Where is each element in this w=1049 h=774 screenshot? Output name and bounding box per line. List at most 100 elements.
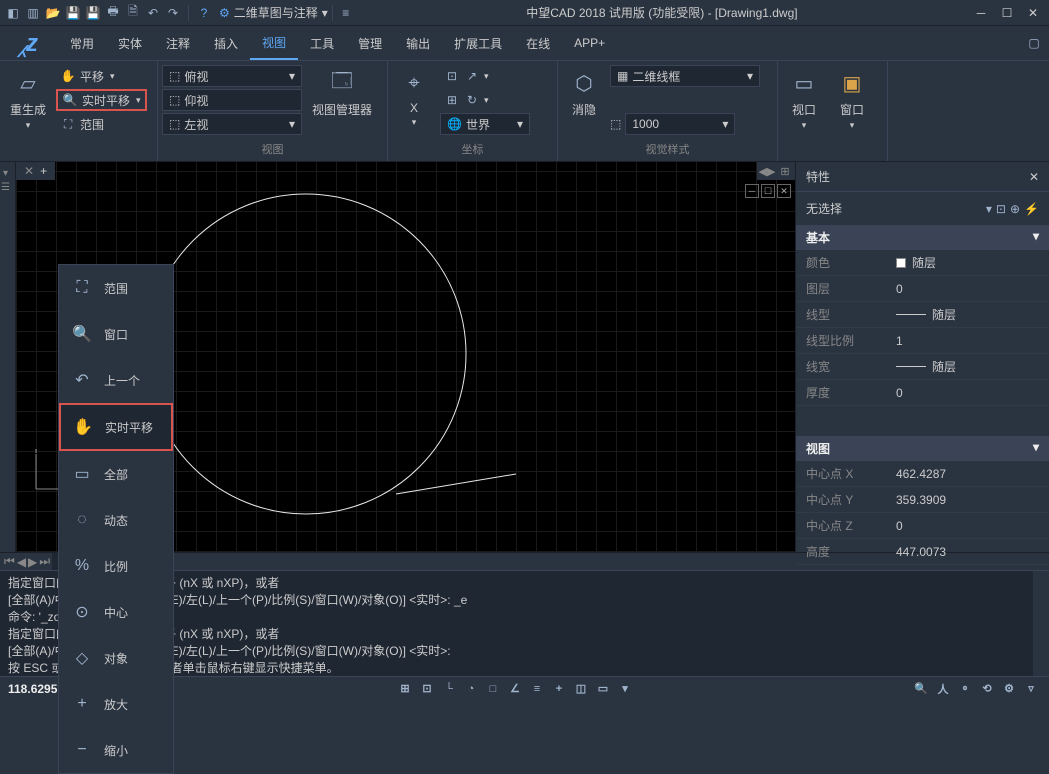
annovis-icon[interactable]: ⚬: [955, 680, 975, 698]
prop-section-view[interactable]: 视图▾: [796, 436, 1049, 461]
save-icon[interactable]: 💾: [64, 4, 82, 22]
app-menu-icon[interactable]: ◧: [4, 4, 22, 22]
redo-icon[interactable]: ↷: [164, 4, 182, 22]
named-view-left[interactable]: ⬚左视▾: [162, 113, 302, 135]
zoom-menu-item-5[interactable]: ◌动态: [59, 497, 173, 543]
tab-prev-icon[interactable]: ◀: [17, 555, 26, 569]
pickadd-icon[interactable]: ⊕: [1010, 202, 1020, 216]
zoom-extents-button[interactable]: ⛶范围: [56, 113, 147, 135]
tab-first-icon[interactable]: ⏮: [4, 554, 15, 569]
ortho-toggle[interactable]: └: [439, 680, 459, 698]
ucs-tool1[interactable]: ⊡↗▾: [440, 65, 530, 87]
open-icon[interactable]: 📂: [44, 4, 62, 22]
thickness-field[interactable]: 1000▾: [625, 113, 735, 135]
tab-last-icon[interactable]: ⏭: [39, 554, 50, 569]
gear-icon[interactable]: ⚙: [999, 680, 1019, 698]
lweight-toggle[interactable]: ≡: [527, 680, 547, 698]
named-view-top[interactable]: ⬚俯视▾: [162, 65, 302, 87]
window-button[interactable]: ▣ 窗口 ▾: [830, 65, 874, 133]
viewport-button[interactable]: ▭ 视口 ▾: [782, 65, 826, 133]
ribbon-tab-9[interactable]: 在线: [514, 26, 562, 60]
ribbon-tab-6[interactable]: 管理: [346, 26, 394, 60]
canvas-tab[interactable]: ✕ +: [16, 162, 55, 180]
tab-close-icon[interactable]: ✕: [24, 164, 34, 178]
prop-section-basic[interactable]: 基本▾: [796, 225, 1049, 250]
app-logo[interactable]: ⁁z: [0, 29, 58, 58]
sync-icon[interactable]: ⟲: [977, 680, 997, 698]
regenerate-button[interactable]: ▱ 重生成 ▾: [4, 65, 52, 133]
prop-row[interactable]: 中心点 Y359.3909: [796, 487, 1049, 513]
tab-next-icon[interactable]: ▶: [28, 555, 37, 569]
zoom-menu-item-8[interactable]: ◇对象: [59, 635, 173, 681]
view-manager-button[interactable]: 🗔 视图管理器: [306, 65, 378, 120]
polar-toggle[interactable]: ◔: [461, 680, 481, 698]
named-view-back[interactable]: ⬚仰视: [162, 89, 302, 111]
hide-button[interactable]: ⬡ 消隐: [562, 65, 606, 120]
tab-add-icon[interactable]: +: [40, 164, 47, 178]
zoom-menu-item-7[interactable]: ⊙中心: [59, 589, 173, 635]
ribbon-tab-5[interactable]: 工具: [298, 26, 346, 60]
saveas-icon[interactable]: 💾: [84, 4, 102, 22]
zoom-menu-item-1[interactable]: 🔍窗口: [59, 311, 173, 357]
ribbon-tab-10[interactable]: APP+: [562, 26, 617, 60]
new-icon[interactable]: ▥: [24, 4, 42, 22]
otrack-toggle[interactable]: ∠: [505, 680, 525, 698]
prop-row[interactable]: 图层0: [796, 276, 1049, 302]
canvas-layout-icon[interactable]: ⊞: [777, 164, 793, 178]
magnifier-icon[interactable]: 🔍: [911, 680, 931, 698]
ribbon-tab-1[interactable]: 实体: [106, 26, 154, 60]
dyn-toggle[interactable]: +: [549, 680, 569, 698]
ribbon-collapse-icon[interactable]: ▢: [1025, 34, 1043, 52]
prop-row[interactable]: 线型比例1: [796, 328, 1049, 354]
prop-row[interactable]: 线型随层: [796, 302, 1049, 328]
ribbon-tab-0[interactable]: 常用: [58, 26, 106, 60]
zoom-menu-item-2[interactable]: ↶上一个: [59, 357, 173, 403]
help-icon[interactable]: ?: [195, 4, 213, 22]
ucs-button[interactable]: ⌖ X ▾: [392, 65, 436, 130]
print-icon[interactable]: 🖶: [104, 4, 122, 22]
ribbon-tab-4[interactable]: 视图: [250, 26, 298, 60]
prop-row[interactable]: 高度447.0073: [796, 539, 1049, 565]
zoom-menu-item-3[interactable]: ✋实时平移: [59, 403, 173, 451]
annoscale-icon[interactable]: 人: [933, 680, 953, 698]
zoom-menu-item-6[interactable]: %比例: [59, 543, 173, 589]
visual-style-dropdown[interactable]: ▦二维线框▾: [610, 65, 760, 87]
ribbon-tab-7[interactable]: 输出: [394, 26, 442, 60]
zoom-menu-item-9[interactable]: +放大: [59, 681, 173, 727]
properties-close-icon[interactable]: ✕: [1029, 170, 1039, 184]
canvas-nav-icon[interactable]: ◀▶: [759, 164, 775, 178]
dwg-close-icon[interactable]: ✕: [777, 184, 791, 198]
pan-button[interactable]: ✋平移▾: [56, 65, 147, 87]
quickselect-icon[interactable]: ⊡: [996, 202, 1006, 216]
snap-toggle[interactable]: ⊡: [417, 680, 437, 698]
flash-icon[interactable]: ⚡: [1024, 202, 1039, 216]
tray-icon[interactable]: ▿: [1021, 680, 1041, 698]
status-more-icon[interactable]: ▾: [615, 680, 635, 698]
maximize-icon[interactable]: ☐: [995, 4, 1019, 22]
expand-icon[interactable]: ≡: [337, 4, 355, 22]
prop-row[interactable]: 厚度0: [796, 380, 1049, 406]
undo-icon[interactable]: ↶: [144, 4, 162, 22]
ucs-tool2[interactable]: ⊞↻▾: [440, 89, 530, 111]
ribbon-tab-8[interactable]: 扩展工具: [442, 26, 514, 60]
prop-row[interactable]: 颜色随层: [796, 250, 1049, 276]
ucs-world-dropdown[interactable]: 🌐世界▾: [440, 113, 530, 135]
ribbon-tab-3[interactable]: 插入: [202, 26, 250, 60]
prop-row[interactable]: 中心点 Z0: [796, 513, 1049, 539]
realtime-pan-button[interactable]: 🔍实时平移▾: [56, 89, 147, 111]
ribbon-tab-2[interactable]: 注释: [154, 26, 202, 60]
prop-row[interactable]: 中心点 X462.4287: [796, 461, 1049, 487]
prop-row[interactable]: 线宽随层: [796, 354, 1049, 380]
osnap-toggle[interactable]: □: [483, 680, 503, 698]
close-icon[interactable]: ✕: [1021, 4, 1045, 22]
zoom-menu-item-10[interactable]: −缩小: [59, 727, 173, 773]
minimize-icon[interactable]: ─: [969, 4, 993, 22]
preview-icon[interactable]: 🗎: [124, 4, 142, 22]
model-toggle[interactable]: ▭: [593, 680, 613, 698]
dwg-min-icon[interactable]: ─: [745, 184, 759, 198]
command-scrollbar[interactable]: [1033, 571, 1049, 676]
grid-toggle[interactable]: ⊞: [395, 680, 415, 698]
workspace-dropdown[interactable]: ⚙ 二维草图与注释 ▾: [219, 4, 328, 21]
cycle-toggle[interactable]: ◫: [571, 680, 591, 698]
zoom-menu-item-4[interactable]: ▭全部: [59, 451, 173, 497]
